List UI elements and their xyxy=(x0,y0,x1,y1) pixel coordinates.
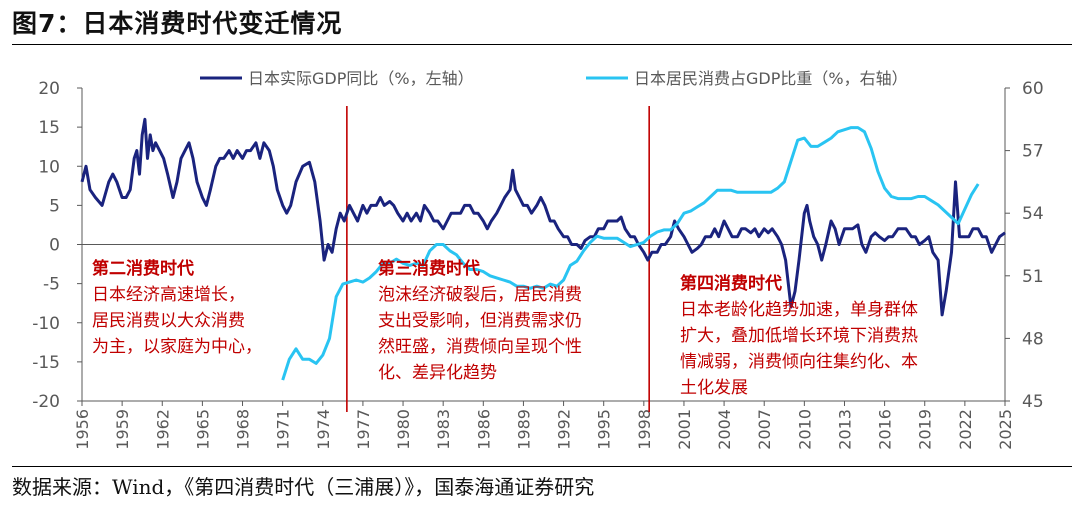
x-tick-label: 1983 xyxy=(434,409,453,450)
left-tick-label: 5 xyxy=(49,196,60,216)
left-tick-label: -5 xyxy=(43,275,60,295)
left-tick-label: -15 xyxy=(32,353,60,373)
x-tick-label: 2007 xyxy=(755,409,774,450)
left-tick-label: -20 xyxy=(32,392,60,412)
left-tick-label: -10 xyxy=(32,314,60,334)
annotation-text: 日本经济高速增长， xyxy=(92,285,245,305)
annotation-text: 土化发展 xyxy=(680,378,748,398)
legend-label: 日本实际GDP同比（%，左轴） xyxy=(248,69,474,88)
x-tick-label: 1959 xyxy=(113,409,132,450)
x-tick-label: 1986 xyxy=(474,409,493,450)
x-tick-label: 1965 xyxy=(193,409,212,450)
x-tick-label: 2013 xyxy=(835,409,854,450)
annotation-text: 化、差异化趋势 xyxy=(378,363,497,383)
x-tick-label: 1989 xyxy=(514,409,533,450)
x-tick-label: 1995 xyxy=(595,409,614,450)
x-tick-label: 2001 xyxy=(675,409,694,450)
annotation-text: 扩大，叠加低增长环境下消费热 xyxy=(680,326,918,346)
x-tick-label: 1968 xyxy=(234,409,253,450)
right-tick-label: 48 xyxy=(1022,329,1044,349)
x-tick-label: 1962 xyxy=(153,409,172,450)
annotation-text: 情减弱，消费倾向往集约化、本 xyxy=(680,352,918,372)
x-tick-label: 2019 xyxy=(916,409,935,450)
source-note: 数据来源：Wind，《第四消费时代（三浦展）》，国泰海通证券研究 xyxy=(12,475,595,499)
x-tick-label: 2025 xyxy=(996,409,1015,450)
left-tick-label: 20 xyxy=(38,79,60,99)
x-tick-label: 1974 xyxy=(314,409,333,450)
right-tick-label: 45 xyxy=(1022,392,1044,412)
left-tick-label: 10 xyxy=(38,157,60,177)
annotation-heading: 第三消费时代 xyxy=(378,258,480,279)
x-tick-label: 1992 xyxy=(555,409,574,450)
annotation-text: 支出受影响，但消费需求仍 xyxy=(378,311,582,331)
left-tick-label: 15 xyxy=(38,118,60,138)
title-rule xyxy=(12,44,1072,45)
figure-title: 图7：日本消费时代变迁情况 xyxy=(12,9,343,38)
right-tick-label: 54 xyxy=(1022,204,1044,224)
right-tick-label: 51 xyxy=(1022,267,1044,287)
x-tick-label: 2022 xyxy=(956,409,975,450)
annotation-text: 居民消费以大众消费 xyxy=(92,311,245,331)
annotation-text: 然旺盛，消费倾向呈现个性 xyxy=(378,337,582,357)
annotation-text: 泡沫经济破裂后，居民消费 xyxy=(378,285,582,305)
right-tick-label: 57 xyxy=(1022,142,1044,162)
x-tick-label: 1998 xyxy=(635,409,654,450)
legend-label: 日本居民消费占GDP比重（%，右轴） xyxy=(634,69,908,88)
x-tick-label: 2004 xyxy=(715,409,734,450)
right-tick-label: 60 xyxy=(1022,79,1044,99)
x-tick-label: 1977 xyxy=(354,409,373,450)
gdp-growth-line xyxy=(80,117,1006,317)
chart: 20 15 10 5 0 -5 -10 -15 -20 60 57 54 51 48 45 1956 1959 1… xyxy=(32,69,1044,450)
left-tick-label: 0 xyxy=(49,236,60,256)
x-tick-label: 1980 xyxy=(394,409,413,450)
source-rule xyxy=(12,466,1072,467)
annotation-heading: 第二消费时代 xyxy=(92,258,194,279)
annotation-text: 为主，以家庭为中心， xyxy=(92,337,262,357)
annotation-text: 日本老龄化趋势加速，单身群体 xyxy=(680,300,918,320)
x-tick-label: 2016 xyxy=(876,409,895,450)
annotation-heading: 第四消费时代 xyxy=(680,273,782,294)
x-tick-label: 2010 xyxy=(795,409,814,450)
consumption-share-line xyxy=(281,126,980,381)
x-tick-label: 1956 xyxy=(73,409,92,450)
x-tick-label: 1971 xyxy=(274,409,293,450)
